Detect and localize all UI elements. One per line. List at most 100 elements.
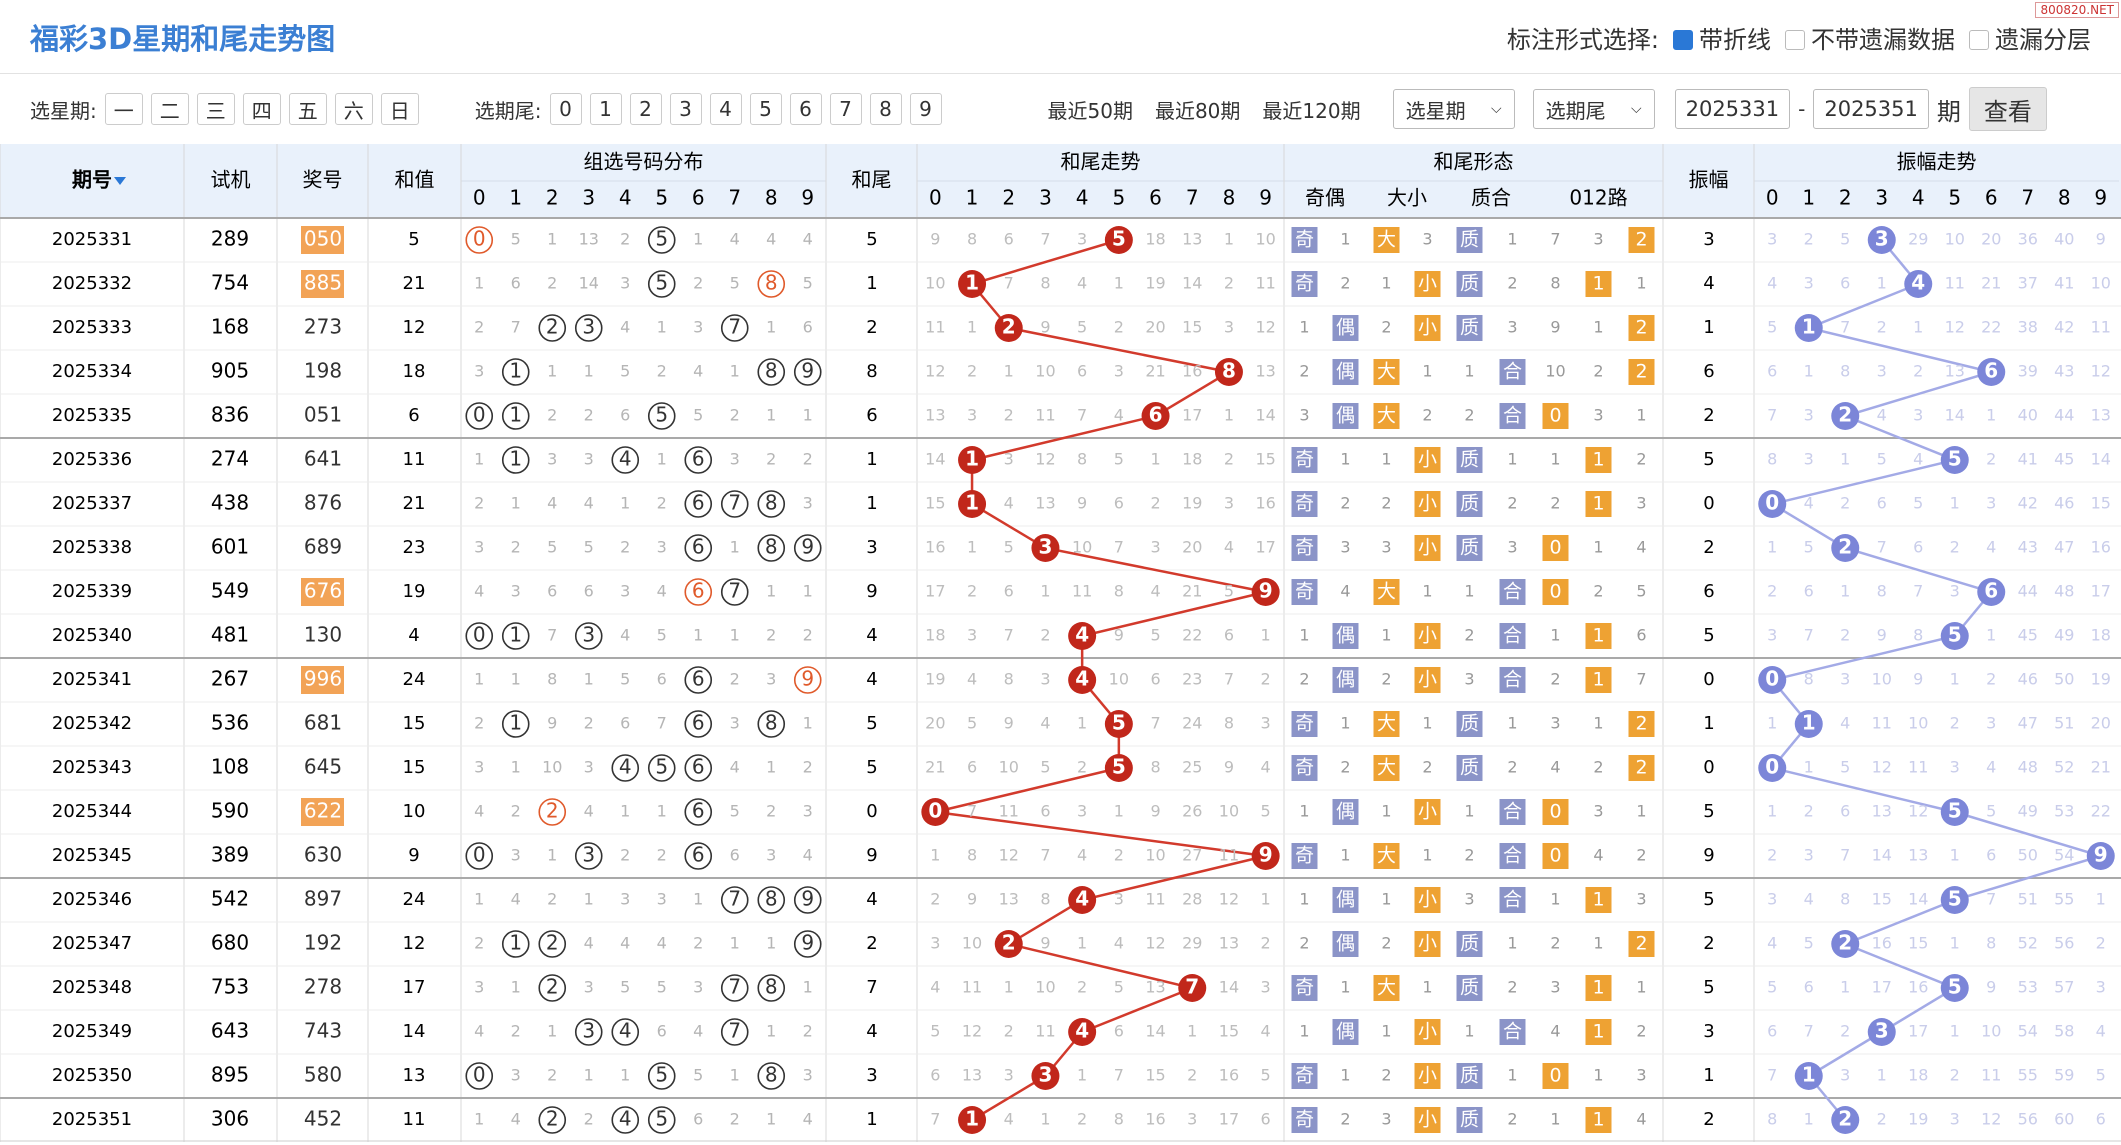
dist-cell: 6 — [692, 579, 705, 603]
amp-cell: 5 — [1767, 978, 1777, 997]
sum: 24 — [403, 889, 426, 910]
amplitude: 6 — [1703, 581, 1714, 602]
tail-button[interactable]: 3 — [669, 93, 702, 125]
amp-cell: 3 — [1767, 626, 1777, 645]
trend-ball — [958, 446, 987, 474]
trend-cell: 8 — [1224, 714, 1234, 733]
dist-cell: 6 — [657, 1022, 667, 1041]
view-button[interactable]: 查看 — [1968, 87, 2047, 131]
form-box — [1499, 843, 1526, 869]
tail: 4 — [866, 1021, 877, 1042]
dist-circle — [720, 974, 749, 1002]
trend-cell: 4 — [1077, 846, 1087, 865]
weekday-button[interactable]: 四 — [242, 93, 281, 125]
trend-cell: 6 — [1004, 582, 1014, 601]
checkbox[interactable] — [1785, 30, 1805, 50]
tail-button[interactable]: 9 — [909, 93, 942, 125]
prize-number: 645 — [304, 755, 342, 779]
prize-number: 641 — [304, 447, 342, 471]
tail: 1 — [866, 493, 877, 514]
amplitude: 2 — [1703, 537, 1714, 558]
recent-link[interactable]: 最近50期 — [1047, 98, 1133, 123]
form-cell: 奇 — [1295, 977, 1314, 999]
option[interactable]: 不带遗漏数据 — [1785, 20, 1955, 55]
amplitude: 4 — [1703, 273, 1714, 294]
column-header: 和尾 — [852, 168, 892, 192]
trend-cell: 8 — [1040, 890, 1050, 909]
form-cell: 0 — [1549, 845, 1561, 867]
tail-button[interactable]: 4 — [709, 93, 742, 125]
recent-link[interactable]: 最近120期 — [1262, 98, 1361, 123]
weekday-button[interactable]: 三 — [196, 93, 235, 125]
amp-cell: 4 — [1913, 450, 1923, 469]
dist-circle — [538, 974, 567, 1002]
tail-button[interactable]: 5 — [749, 93, 782, 125]
form-cell: 4 — [1550, 1022, 1560, 1041]
tail-button[interactable]: 7 — [829, 93, 862, 125]
from-input[interactable]: 2025331 — [1674, 89, 1791, 129]
amp-cell: 19 — [2091, 670, 2111, 689]
dist-cell: 4 — [474, 802, 484, 821]
form-cell: 3 — [1550, 714, 1560, 733]
amp-cell: 5 — [1767, 318, 1777, 337]
weekday-button[interactable]: 一 — [104, 93, 143, 125]
tail-button[interactable]: 0 — [549, 93, 582, 125]
tail-button[interactable]: 6 — [789, 93, 822, 125]
dist-circle — [757, 358, 786, 386]
weekday-button[interactable]: 二 — [150, 93, 189, 125]
dist-cell: 0 — [473, 403, 486, 427]
trend-cell: 2 — [1224, 274, 1234, 293]
checkbox[interactable] — [1673, 30, 1693, 50]
amp-cell: 60 — [2054, 1110, 2074, 1129]
trend-cell: 7 — [1114, 538, 1124, 557]
form-cell: 7 — [1550, 230, 1560, 249]
amp-ball — [1904, 270, 1933, 298]
amp-cell: 14 — [1908, 890, 1928, 909]
form-cell: 奇 — [1295, 273, 1314, 295]
form-cell: 3 — [1636, 494, 1646, 513]
dist-circle — [538, 930, 567, 958]
form-cell: 2 — [1381, 494, 1391, 513]
sub-header: 大小 — [1387, 186, 1427, 210]
trend-cell: 5 — [1112, 227, 1126, 251]
amp-ball — [1831, 1106, 1860, 1134]
form-cell: 0 — [1549, 581, 1561, 603]
trend-cell: 7 — [1150, 714, 1160, 733]
to-input[interactable]: 2025351 — [1813, 89, 1929, 129]
checkbox[interactable] — [1969, 30, 1989, 50]
dist-cell: 10 — [542, 758, 562, 777]
weekday-button[interactable]: 日 — [380, 93, 419, 125]
amp-cell: 7 — [1804, 1022, 1814, 1041]
dist-cell: 3 — [474, 362, 484, 381]
trend-cell: 5 — [1004, 538, 1014, 557]
period: 2025337 — [52, 493, 132, 514]
amp-ball — [1794, 710, 1823, 738]
dist-cell: 4 — [657, 934, 667, 953]
amp-cell: 1 — [1840, 450, 1850, 469]
weekday-button[interactable]: 五 — [288, 93, 327, 125]
trend-cell: 1 — [1150, 450, 1160, 469]
option[interactable]: 遗漏分层 — [1969, 20, 2091, 55]
tail-button[interactable]: 8 — [869, 93, 902, 125]
trend-cell: 9 — [1259, 843, 1273, 867]
trend-cell: 7 — [1004, 274, 1014, 293]
select[interactable]: 选期尾 ⌵ — [1532, 89, 1655, 129]
select[interactable]: 选星期 ⌵ — [1392, 89, 1515, 129]
trend-ball — [958, 1106, 987, 1134]
dist-cell: 6 — [692, 755, 705, 779]
tail-button[interactable]: 1 — [589, 93, 622, 125]
form-cell: 1 — [1507, 450, 1517, 469]
dist-cell: 2 — [511, 802, 521, 821]
trend-cell: 12 — [1255, 318, 1275, 337]
trend-cell: 4 — [1150, 582, 1160, 601]
trend-cell: 6 — [930, 1066, 940, 1085]
recent-link[interactable]: 最近80期 — [1154, 98, 1241, 123]
weekday-button[interactable]: 六 — [334, 93, 373, 125]
tail-button[interactable]: 2 — [629, 93, 662, 125]
dist-cell: 7 — [728, 491, 741, 515]
trend-cell: 3 — [1261, 714, 1271, 733]
option[interactable]: 带折线 — [1673, 20, 1771, 55]
amp-cell: 13 — [2091, 406, 2111, 425]
dist-cell: 3 — [582, 315, 595, 339]
form-cell: 1 — [1507, 934, 1517, 953]
